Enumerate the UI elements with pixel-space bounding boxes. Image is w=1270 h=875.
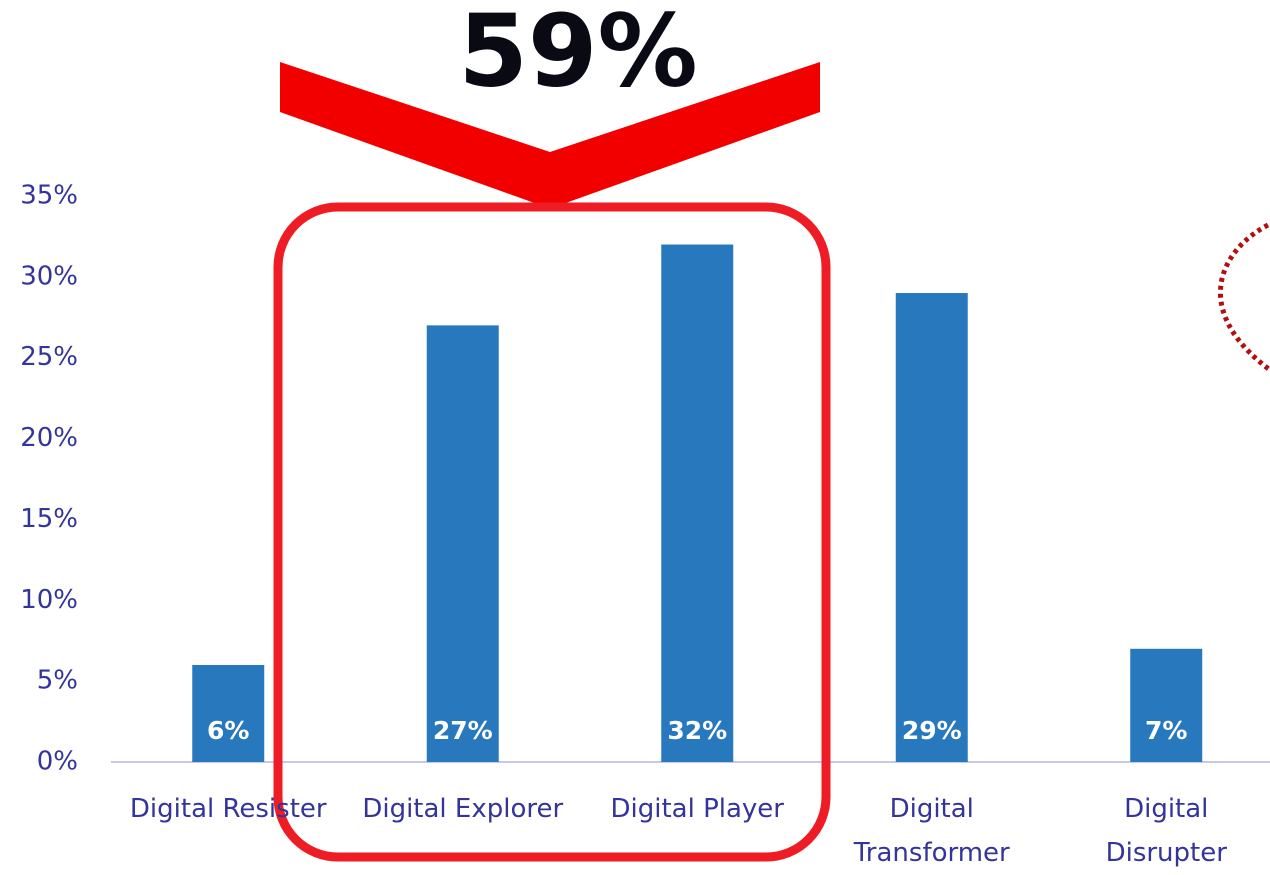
value-label: 27% — [433, 716, 493, 745]
bar — [895, 293, 968, 762]
y-tick-label: 5% — [37, 666, 78, 696]
annotation: 59% — [458, 0, 697, 109]
bar — [192, 664, 265, 762]
chevron — [280, 62, 820, 205]
bar — [661, 244, 734, 762]
x-tick-label: Digital Transformer — [853, 794, 1010, 868]
y-tick-label: 30% — [20, 261, 78, 291]
value-label: 32% — [667, 716, 727, 745]
x-tick-label: Digital Disrupter — [1105, 794, 1227, 868]
highlight-box — [273, 202, 831, 862]
y-tick-label: 15% — [20, 504, 78, 534]
value-label: 29% — [902, 716, 962, 745]
x-tick-label: Digital Resister — [129, 794, 327, 824]
x-tick-label: Digital Player — [610, 794, 785, 824]
y-tick-label: 0% — [37, 747, 78, 777]
value-label: 7% — [1145, 716, 1187, 745]
bar — [1130, 648, 1203, 762]
y-tick-label: 10% — [20, 585, 78, 615]
value-label: 6% — [207, 716, 249, 745]
y-tick-label: 35% — [20, 181, 78, 211]
dotted-circle — [1218, 222, 1270, 372]
bar — [426, 325, 499, 762]
y-tick-label: 20% — [20, 423, 78, 453]
y-tick-label: 25% — [20, 342, 78, 372]
x-tick-label: Digital Explorer — [362, 794, 564, 824]
